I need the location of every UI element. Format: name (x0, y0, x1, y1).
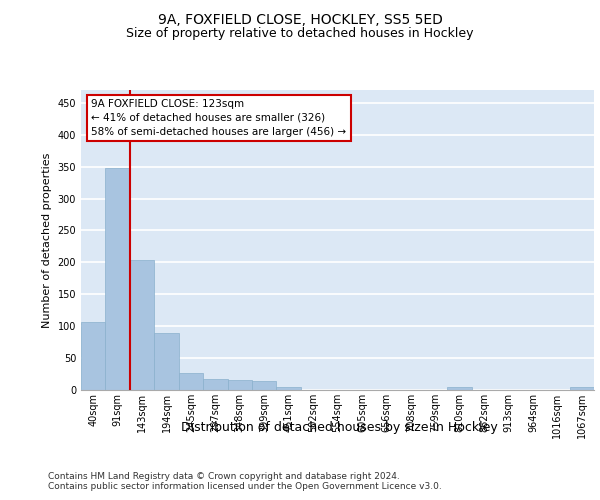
Bar (154, 332, 179, 390)
Text: Contains HM Land Registry data © Crown copyright and database right 2024.: Contains HM Land Registry data © Crown c… (48, 472, 400, 481)
Bar (203, 378, 227, 390)
Bar (179, 373, 203, 390)
Y-axis label: Number of detached properties: Number of detached properties (42, 152, 52, 328)
Text: 9A FOXFIELD CLOSE: 123sqm
← 41% of detached houses are smaller (326)
58% of semi: 9A FOXFIELD CLOSE: 123sqm ← 41% of detac… (91, 99, 346, 137)
Bar (227, 380, 252, 390)
Text: Contains public sector information licensed under the Open Government Licence v3: Contains public sector information licen… (48, 482, 442, 491)
Text: Distribution of detached houses by size in Hockley: Distribution of detached houses by size … (181, 421, 497, 434)
Bar (569, 387, 594, 390)
Bar (448, 387, 472, 390)
Bar (106, 168, 130, 390)
Bar (277, 387, 301, 390)
Bar (252, 381, 277, 390)
Bar (81, 322, 106, 390)
Text: Size of property relative to detached houses in Hockley: Size of property relative to detached ho… (126, 28, 474, 40)
Text: 9A, FOXFIELD CLOSE, HOCKLEY, SS5 5ED: 9A, FOXFIELD CLOSE, HOCKLEY, SS5 5ED (158, 12, 442, 26)
Bar (130, 260, 154, 390)
